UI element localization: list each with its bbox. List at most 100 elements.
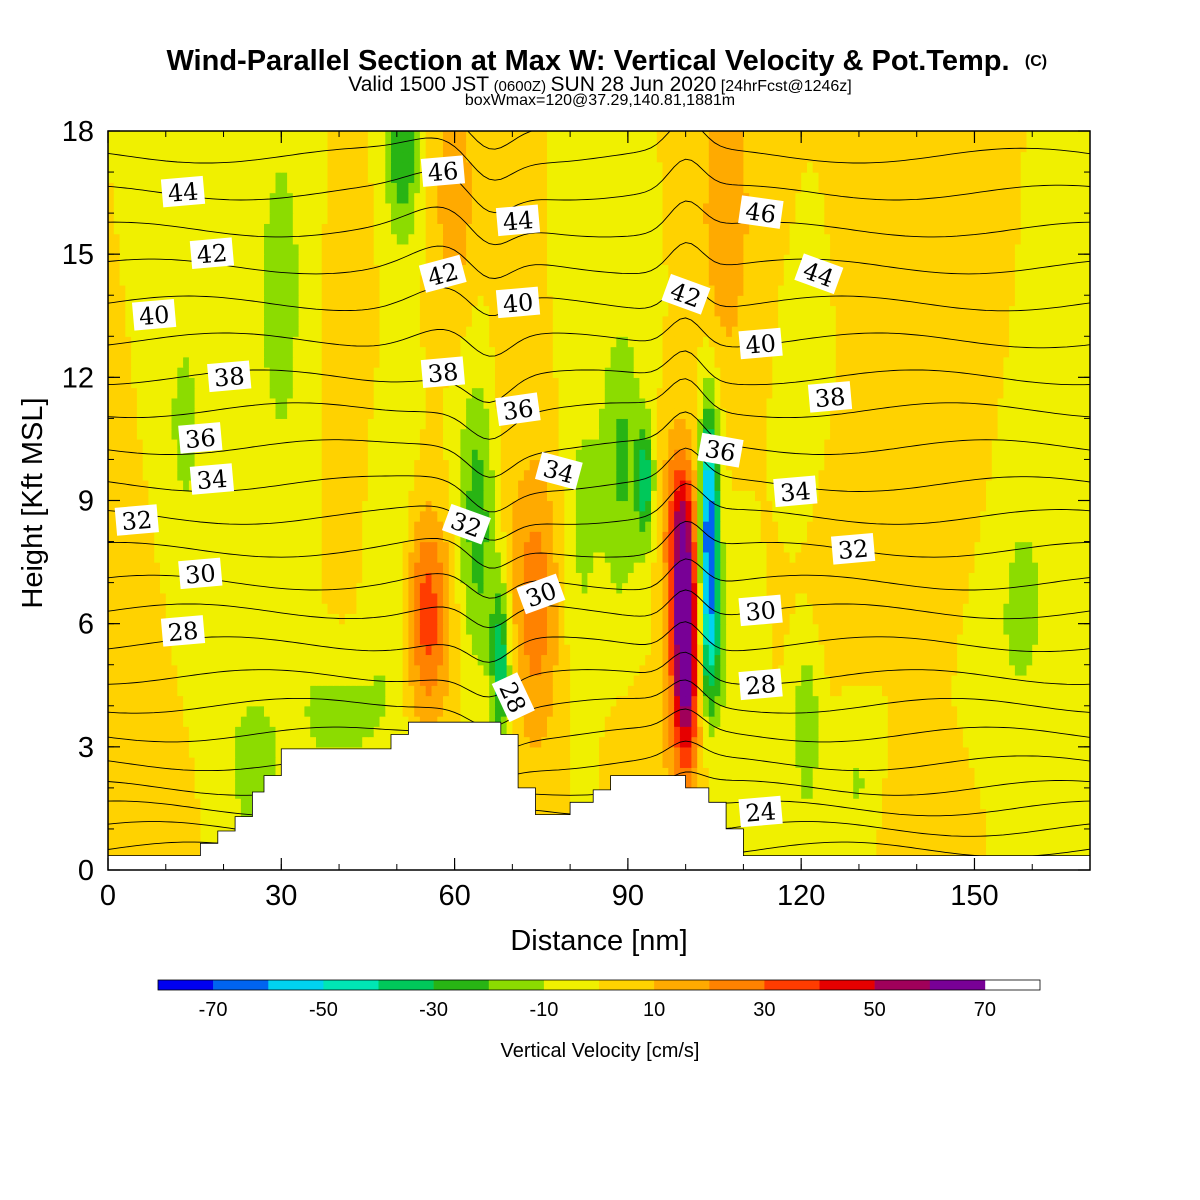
field-cell (749, 777, 756, 789)
field-cell (385, 572, 392, 584)
field-cell (772, 644, 779, 656)
field-cell (495, 623, 502, 635)
field-cell (616, 633, 623, 645)
field-cell (379, 603, 386, 614)
field-cell (807, 798, 814, 810)
field-cell (830, 664, 837, 676)
field-cell (142, 726, 150, 738)
field-cell (639, 654, 646, 666)
field-cell (183, 839, 190, 851)
field-cell (627, 746, 635, 758)
field-cell (1066, 685, 1074, 697)
field-cell (645, 654, 652, 666)
field-cell (269, 644, 277, 656)
field-cell (1049, 767, 1056, 779)
field-cell (575, 726, 583, 738)
field-cell (934, 623, 941, 635)
field-cell (240, 592, 248, 604)
field-cell (841, 613, 848, 625)
field-cell (651, 613, 658, 625)
field-cell (419, 613, 427, 625)
field-cell (194, 726, 201, 738)
field-cell (691, 705, 698, 717)
field-cell (928, 603, 935, 614)
field-cell (830, 613, 837, 625)
field-cell (1055, 654, 1062, 666)
field-cell (408, 613, 415, 625)
field-cell (495, 705, 502, 717)
field-cell (229, 562, 236, 573)
field-cell (858, 644, 866, 656)
field-cell (160, 664, 167, 676)
field-cell (206, 644, 213, 656)
field-cell (812, 716, 820, 727)
field-cell (616, 716, 623, 727)
field-cell (385, 582, 392, 594)
field-cell (731, 582, 739, 594)
field-cell (564, 685, 571, 697)
field-cell (691, 633, 698, 645)
field-cell (662, 664, 669, 676)
field-cell (552, 777, 560, 789)
field-cell (737, 736, 744, 748)
field-cell (1014, 572, 1022, 584)
field-cell (1014, 582, 1022, 594)
field-cell (119, 828, 126, 840)
field-cell (373, 736, 381, 748)
field-cell (893, 572, 900, 584)
field-cell (789, 849, 796, 861)
field-cell (801, 777, 808, 789)
field-cell (864, 849, 872, 861)
field-cell (518, 736, 525, 748)
field-cell (535, 787, 542, 799)
field-cell (864, 644, 872, 656)
field-cell (154, 603, 161, 614)
field-cell (812, 695, 820, 707)
field-cell (795, 582, 802, 594)
field-cell (541, 767, 548, 779)
field-cell (379, 716, 386, 727)
field-cell (714, 644, 721, 656)
field-cell (292, 603, 300, 614)
field-cell (541, 623, 548, 635)
field-cell (264, 716, 271, 727)
field-cell (743, 572, 750, 584)
field-cell (789, 572, 796, 584)
field-cell (622, 654, 629, 666)
field-cell (858, 798, 866, 810)
field-cell (1009, 746, 1016, 758)
field-cell (783, 767, 791, 779)
field-cell (870, 849, 877, 861)
field-cell (362, 685, 369, 697)
field-cell (1038, 798, 1045, 810)
field-cell (437, 685, 444, 697)
field-cell (651, 592, 658, 604)
field-cell (1066, 644, 1074, 656)
field-cell (287, 654, 294, 666)
field-cell (327, 644, 334, 656)
field-cell (853, 828, 860, 840)
field-cell (882, 736, 889, 748)
field-cell (154, 849, 161, 861)
field-cell (783, 839, 791, 851)
field-cell (489, 685, 496, 697)
field-cell (396, 603, 404, 614)
field-cell (783, 726, 791, 738)
field-cell (824, 849, 831, 861)
field-cell (1026, 613, 1033, 625)
field-cell (1084, 746, 1090, 758)
field-cell (934, 839, 941, 851)
field-cell (471, 695, 479, 707)
field-cell (743, 654, 750, 666)
field-cell (136, 746, 144, 758)
field-cell (212, 675, 219, 686)
field-cell (1066, 808, 1074, 820)
field-cell (275, 613, 282, 625)
field-cell (1084, 654, 1090, 666)
field-cell (1055, 716, 1062, 727)
field-cell (668, 633, 675, 645)
field-cell (188, 808, 196, 820)
field-cell (391, 654, 398, 666)
field-cell (593, 716, 600, 727)
field-cell (1072, 849, 1080, 861)
